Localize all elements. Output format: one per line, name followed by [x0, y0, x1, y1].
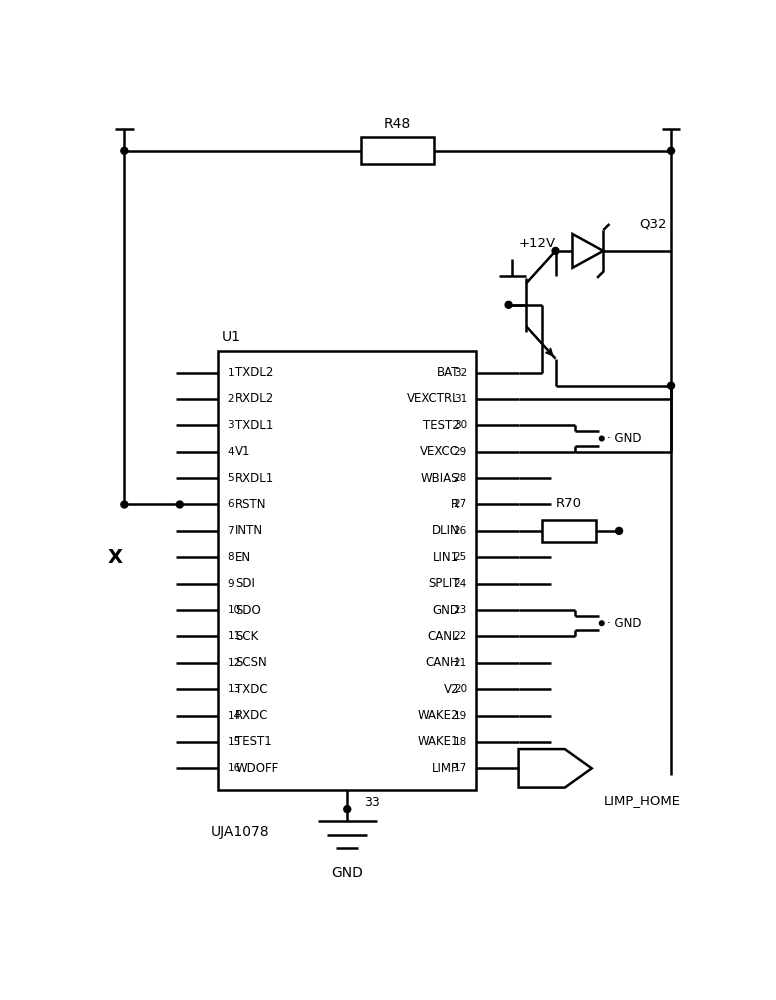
Text: 14: 14	[227, 711, 241, 721]
Text: RSTN: RSTN	[235, 498, 267, 511]
Text: LIN1: LIN1	[433, 551, 459, 564]
Text: +12V: +12V	[518, 237, 556, 250]
Text: 18: 18	[454, 737, 467, 747]
Text: 20: 20	[454, 684, 467, 694]
Text: 2: 2	[227, 394, 234, 404]
Text: 28: 28	[454, 473, 467, 483]
Text: 9: 9	[227, 579, 234, 589]
Text: WDOFF: WDOFF	[235, 762, 279, 775]
Circle shape	[552, 247, 559, 254]
Text: SCK: SCK	[235, 630, 258, 643]
Text: CANL: CANL	[428, 630, 459, 643]
Text: U1: U1	[222, 330, 241, 344]
Text: WBIAS: WBIAS	[421, 472, 459, 485]
Text: CANH: CANH	[425, 656, 459, 669]
Bar	[542, 520, 596, 542]
Text: RXDL1: RXDL1	[235, 472, 275, 485]
Text: 11: 11	[227, 631, 241, 641]
Text: 31: 31	[454, 394, 467, 404]
Text: SDO: SDO	[235, 604, 261, 617]
Text: SCSN: SCSN	[235, 656, 267, 669]
Circle shape	[615, 527, 622, 534]
Text: LIMP_HOME: LIMP_HOME	[603, 794, 681, 807]
Text: RXDC: RXDC	[235, 709, 268, 722]
Text: WAKE2: WAKE2	[417, 709, 459, 722]
Text: 29: 29	[454, 447, 467, 457]
Text: 5: 5	[227, 473, 234, 483]
Circle shape	[121, 501, 128, 508]
Text: SPLIT: SPLIT	[428, 577, 459, 590]
Text: 3: 3	[227, 420, 234, 430]
Text: LIMP: LIMP	[432, 762, 459, 775]
Text: RXDL2: RXDL2	[235, 392, 275, 405]
Text: Q32: Q32	[639, 217, 667, 230]
Text: GND: GND	[331, 866, 363, 880]
Circle shape	[344, 806, 351, 813]
Text: TXDC: TXDC	[235, 683, 268, 696]
Circle shape	[121, 147, 128, 154]
Text: 22: 22	[454, 631, 467, 641]
Text: 10: 10	[227, 605, 241, 615]
Text: VEXCC: VEXCC	[421, 445, 459, 458]
Text: 16: 16	[227, 763, 241, 773]
Text: TEST2: TEST2	[423, 419, 459, 432]
Text: SDI: SDI	[235, 577, 255, 590]
Text: X: X	[108, 548, 123, 567]
Text: 23: 23	[454, 605, 467, 615]
Circle shape	[667, 147, 674, 154]
Text: R70: R70	[556, 497, 582, 510]
Circle shape	[505, 301, 512, 308]
Text: 30: 30	[454, 420, 467, 430]
Text: UJA1078: UJA1078	[210, 825, 269, 839]
Text: INTN: INTN	[235, 524, 263, 537]
Text: 1: 1	[227, 368, 234, 378]
Text: GND: GND	[432, 604, 459, 617]
Text: 6: 6	[227, 499, 234, 509]
Text: R48: R48	[384, 117, 411, 131]
Text: 17: 17	[454, 763, 467, 773]
Text: DLIN: DLIN	[431, 524, 459, 537]
Text: 25: 25	[454, 552, 467, 562]
Bar	[361, 137, 435, 164]
Text: V2: V2	[444, 683, 459, 696]
Text: 7: 7	[227, 526, 234, 536]
Text: TEST1: TEST1	[235, 735, 272, 748]
Text: 19: 19	[454, 711, 467, 721]
Text: 13: 13	[227, 684, 241, 694]
Text: V1: V1	[235, 445, 251, 458]
Circle shape	[176, 501, 183, 508]
Text: BAT: BAT	[437, 366, 459, 379]
Text: 24: 24	[454, 579, 467, 589]
Text: · GND: · GND	[607, 432, 642, 445]
Circle shape	[599, 436, 604, 441]
Text: 21: 21	[454, 658, 467, 668]
Text: 27: 27	[454, 499, 467, 509]
Text: · GND: · GND	[607, 617, 642, 630]
Text: 33: 33	[364, 796, 380, 809]
Bar	[218, 351, 476, 790]
Text: VEXCTRL: VEXCTRL	[407, 392, 459, 405]
Text: WAKE1: WAKE1	[417, 735, 459, 748]
Text: 32: 32	[454, 368, 467, 378]
Text: 8: 8	[227, 552, 234, 562]
Text: TXDL2: TXDL2	[235, 366, 274, 379]
Text: 15: 15	[227, 737, 241, 747]
Circle shape	[599, 621, 604, 626]
Text: 12: 12	[227, 658, 241, 668]
Text: R: R	[451, 498, 459, 511]
Text: 4: 4	[227, 447, 234, 457]
Circle shape	[667, 382, 674, 389]
Text: TXDL1: TXDL1	[235, 419, 274, 432]
Text: 26: 26	[454, 526, 467, 536]
Text: EN: EN	[235, 551, 251, 564]
